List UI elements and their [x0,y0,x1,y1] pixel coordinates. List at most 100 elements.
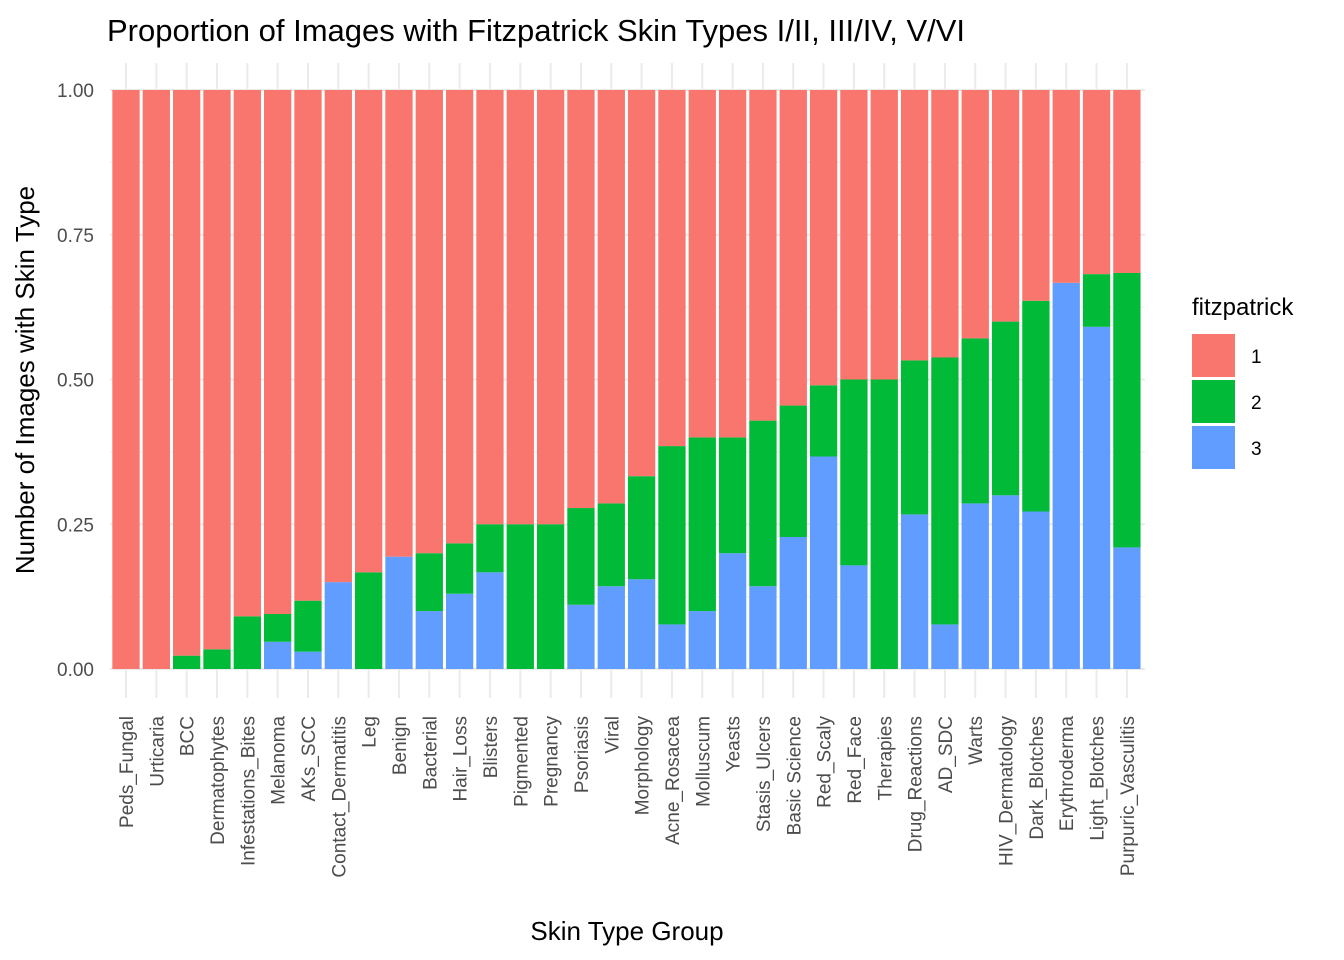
bar-segment [627,579,656,669]
bar-segment [445,90,474,544]
bar-segment [749,90,777,421]
x-tick-label: Pigmented [511,716,532,807]
x-tick-label: Therapies [875,716,896,801]
bar-segment [718,90,747,438]
bar-segment [658,90,686,447]
y-axis: 0.00 0.25 0.50 0.75 1.00 [57,81,94,681]
bars [112,90,1141,669]
bar-segment [415,90,443,554]
bar-segment [536,524,565,669]
bar-segment [688,437,716,612]
bar-segment [294,600,322,652]
bar-segment [840,565,868,669]
bar-segment [870,90,898,380]
bar-segment [264,90,292,614]
x-tick-label: Warts [966,716,987,765]
x-tick-label: Urticaria [147,716,168,787]
bar-segment [173,90,201,656]
bar-segment [597,586,625,669]
bar-segment [961,338,989,504]
bar-segment [173,655,201,669]
x-tick-label: Bacterial [420,716,441,790]
bar-segment [1113,90,1141,273]
bar-segment [264,614,292,642]
x-tick-label: Dark_Blotches [1027,716,1048,840]
bar-segment [658,446,686,625]
bar-segment [1113,272,1141,548]
x-tick-label: Red_Scaly [815,716,836,808]
legend-swatch [1192,334,1235,377]
bar-segment [900,514,929,669]
bar-segment [385,556,413,669]
bar-segment [627,476,656,580]
bar-segment [840,90,868,380]
bar-segment [324,90,352,583]
x-tick-label: Basic Science [784,716,805,835]
y-axis-title: Number of Images with Skin Type [10,186,40,574]
x-tick-label: Stasis_Ulcers [754,716,775,832]
bar-segment [658,624,686,669]
bar-segment [931,357,959,625]
x-tick-label: Benign [390,716,411,775]
bar-segment [597,503,625,587]
legend-label: 2 [1251,393,1262,414]
bar-segment [1022,511,1050,669]
bar-segment [931,90,959,358]
bar-segment [931,624,959,669]
bar-segment [476,90,504,525]
legend-label: 3 [1251,439,1262,460]
bar-segment [870,379,898,669]
bar-segment [1052,90,1080,283]
bar-segment [809,456,838,669]
bar-segment [536,90,565,525]
bar-segment [203,649,231,669]
bar-segment [264,641,292,669]
bar-segment [779,90,807,406]
bar-segment [445,593,474,669]
legend-swatch [1192,426,1235,469]
x-tick-label: AD_SDC [936,716,957,793]
bar-segment [961,503,989,669]
bar-segment [294,651,322,669]
x-tick-label: Infestations_Bites [238,716,259,866]
bar-segment [1082,274,1111,327]
bar-segment [900,360,929,515]
x-tick-label: Erythroderma [1057,716,1078,832]
bar-segment [1052,282,1080,669]
bar-segment [900,90,929,361]
x-tick-label: Peds_Fungal [117,716,138,828]
bar-segment [1113,547,1141,669]
x-tick-label: Melanoma [269,716,290,805]
bar-segment [809,90,838,386]
bar-segment [779,405,807,537]
legend-label: 1 [1251,347,1262,368]
legend-title: fitzpatrick [1192,294,1294,321]
chart-title: Proportion of Images with Fitzpatrick Sk… [107,13,965,48]
bar-segment [445,543,474,594]
bar-segment [203,90,231,650]
x-tick-label: Red_Face [845,716,866,804]
bar-segment [567,604,595,669]
x-tick-label: Molluscum [693,716,714,807]
bar-segment [718,437,747,554]
bar-segment [627,90,656,477]
x-tick-label: Viral [602,716,623,754]
x-tick-label: Light_Blotches [1088,716,1109,841]
bar-segment [597,90,625,504]
x-tick-label: HIV_Dermatology [997,716,1018,866]
bar-segment [506,90,534,525]
bar-segment [688,611,716,669]
bar-segment [840,379,868,566]
bar-segment [294,90,322,601]
x-axis-title: Skin Type Group [530,916,723,946]
bar-segment [233,616,261,669]
bar-segment [415,611,443,669]
bar-segment [324,582,352,669]
legend: fitzpatrick 1 2 3 [1192,294,1294,469]
bar-segment [961,90,989,339]
x-tick-label: Pregnancy [542,716,563,807]
bar-segment [142,90,170,669]
bar-segment [809,385,838,457]
bar-segment [233,90,261,617]
